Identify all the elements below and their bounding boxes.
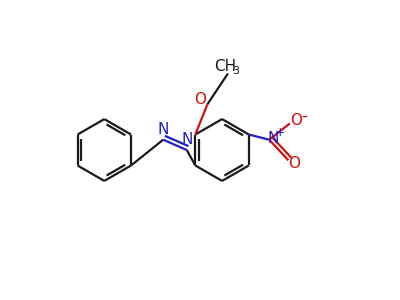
Text: O: O	[288, 156, 300, 171]
Text: N: N	[158, 122, 169, 137]
Text: N: N	[181, 132, 192, 147]
Text: 3: 3	[232, 66, 239, 76]
Text: O: O	[194, 92, 206, 107]
Text: CH: CH	[214, 59, 236, 74]
Text: O: O	[290, 113, 302, 128]
Text: -: -	[301, 107, 307, 125]
Text: N: N	[267, 131, 278, 146]
Text: +: +	[275, 126, 286, 139]
